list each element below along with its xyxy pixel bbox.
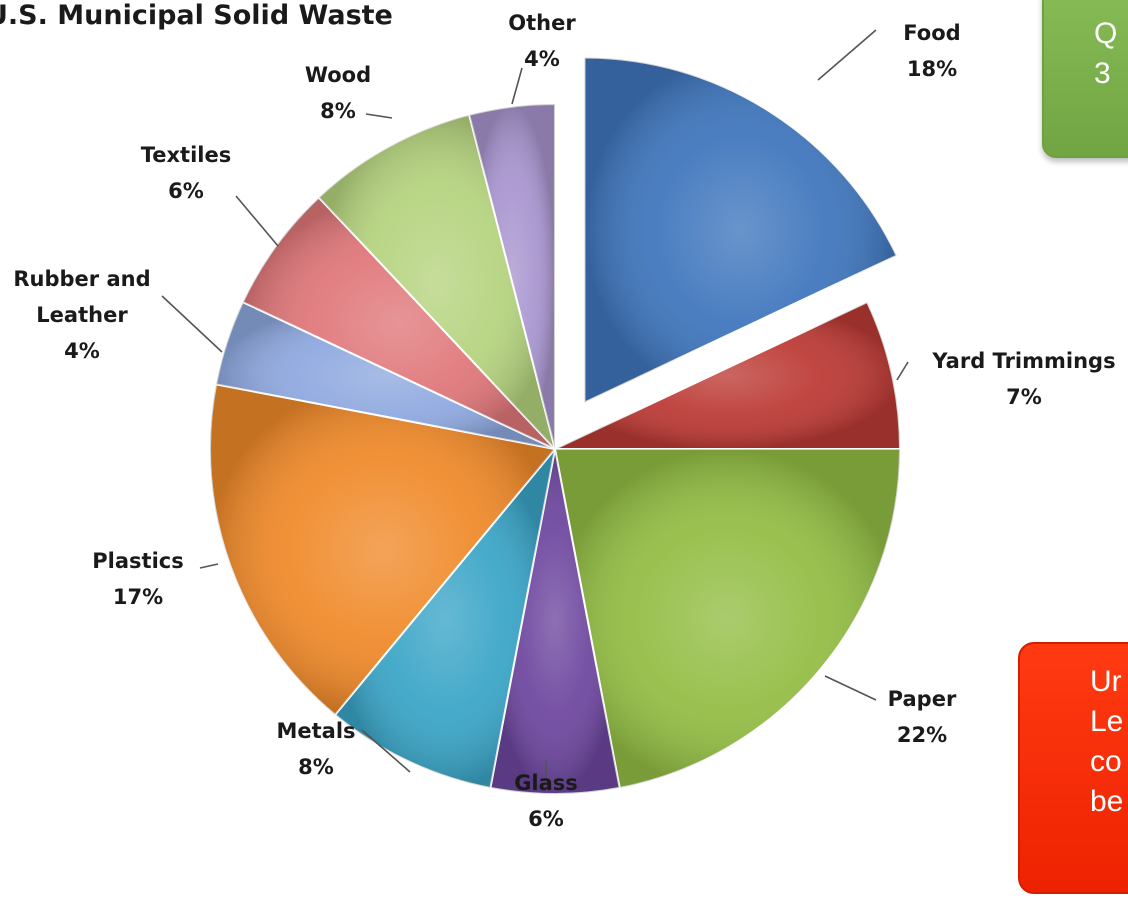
red-callout-line: co <box>1090 745 1122 778</box>
leader-line-wood <box>365 113 393 119</box>
red-callout-line: Le <box>1090 705 1124 738</box>
slice-label-textiles: Textiles 6% <box>141 143 232 203</box>
slice-category-label: Yard Trimmings <box>931 349 1115 373</box>
leader-line-yard-trimmings <box>896 361 909 381</box>
slice-value-label: 22% <box>897 723 947 747</box>
slice-category-label: Leather <box>36 303 128 327</box>
green-callout-line: Q <box>1094 17 1118 50</box>
slice-label-food: Food 18% <box>903 21 960 81</box>
slice-value-label: 8% <box>320 99 356 123</box>
slice-category-label: Plastics <box>92 549 183 573</box>
leader-line-rubber-and-leather <box>161 295 223 353</box>
green-callout-box: Q 3 <box>1042 0 1128 158</box>
leader-line-metals <box>361 729 411 773</box>
slice-label-paper: Paper 22% <box>888 687 957 747</box>
slice-label-metals: Metals 8% <box>276 719 355 779</box>
red-callout-box: Ur Le co be <box>1018 642 1128 894</box>
leader-line-textiles <box>235 195 279 247</box>
leader-line-other <box>511 67 523 105</box>
slice-category-label: Other <box>508 11 576 35</box>
slice-value-label: 17% <box>113 585 163 609</box>
slice-category-label: Wood <box>305 63 371 87</box>
slice-value-label: 18% <box>907 57 957 81</box>
slice-value-label: 6% <box>168 179 204 203</box>
slice-label-glass: Glass 6% <box>514 771 578 831</box>
slice-category-label: Glass <box>514 771 578 795</box>
leader-line-food <box>817 29 877 81</box>
slice-category-label: Paper <box>888 687 957 711</box>
slice-category-label: Textiles <box>141 143 232 167</box>
red-callout-line: Ur <box>1090 665 1122 698</box>
slice-label-wood: Wood 8% <box>305 63 371 123</box>
slice-label-other: Other 4% <box>508 11 576 71</box>
leader-line-plastics <box>199 563 219 569</box>
slice-value-label: 4% <box>64 339 100 363</box>
slice-label-yard-trimmings: Yard Trimmings 7% <box>931 349 1115 409</box>
slice-label-rubber-and-leather: Rubber and Leather 4% <box>13 267 150 363</box>
leader-line-paper <box>824 675 877 701</box>
slice-value-label: 7% <box>1006 385 1042 409</box>
green-callout-line: 3 <box>1094 57 1111 90</box>
slice-value-label: 6% <box>528 807 564 831</box>
slice-value-label: 4% <box>524 47 560 71</box>
red-callout-line: be <box>1090 785 1124 818</box>
slice-category-label: Metals <box>276 719 355 743</box>
slice-category-label: Food <box>903 21 960 45</box>
slice-label-plastics: Plastics 17% <box>92 549 183 609</box>
chart-title: U.S. Municipal Solid Waste <box>0 0 393 31</box>
slice-category-label: Rubber and <box>13 267 150 291</box>
slice-value-label: 8% <box>298 755 334 779</box>
